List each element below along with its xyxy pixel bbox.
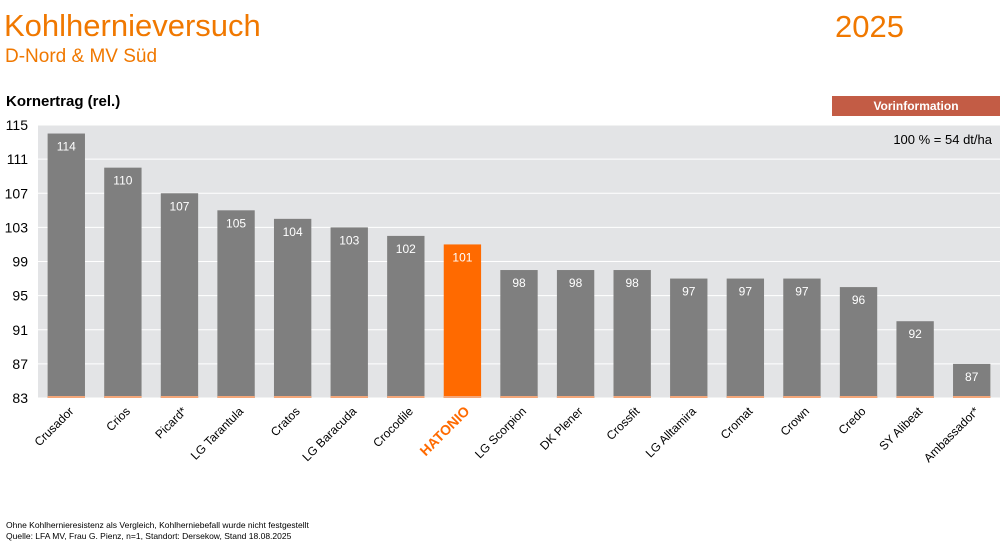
bar-base <box>217 396 255 398</box>
bar-base <box>500 396 538 398</box>
y-tick-label: 103 <box>5 219 29 235</box>
x-tick-label: SY Alibeat <box>876 404 925 453</box>
bar-base <box>670 396 708 398</box>
x-tick-label: Crocodile <box>370 404 416 450</box>
x-tick-label: Ambassador* <box>921 404 982 465</box>
chart-title: Kohlhernieversuch <box>4 8 261 43</box>
bar-base <box>839 396 878 398</box>
bar-base <box>273 396 312 398</box>
x-tick-label: LG Scorpion <box>472 404 529 461</box>
bar <box>896 321 934 398</box>
y-tick-label: 91 <box>12 322 28 338</box>
year-label: 2025 <box>835 9 904 44</box>
bar <box>47 133 85 398</box>
bar-base <box>104 396 142 398</box>
bar <box>160 193 199 398</box>
bar <box>273 218 312 398</box>
x-tick-label: Crusador <box>32 404 77 449</box>
bar <box>670 278 708 398</box>
data-label: 92 <box>908 327 922 341</box>
bar <box>613 270 651 398</box>
y-tick-label: 107 <box>5 185 29 201</box>
data-label: 98 <box>512 276 526 290</box>
bar <box>387 235 425 398</box>
data-label: 97 <box>739 285 753 299</box>
x-tick-label: HATONIO <box>416 403 472 459</box>
preliminary-info-badge: Vorinformation <box>832 96 1000 116</box>
bar <box>556 270 595 398</box>
x-tick-label: Cromat <box>718 404 756 442</box>
x-tick-label: LG Baracuda <box>299 404 359 464</box>
data-label: 101 <box>452 250 472 264</box>
bar <box>330 227 368 398</box>
x-tick-label: Picard* <box>152 404 189 441</box>
data-label: 97 <box>795 285 809 299</box>
bar-base <box>953 396 991 398</box>
bar-base <box>330 396 368 398</box>
bar <box>217 210 255 398</box>
bar-base <box>160 396 199 398</box>
y-axis-label: Kornertrag (rel.) <box>6 93 121 110</box>
bar <box>500 270 538 398</box>
bar <box>726 278 765 398</box>
bar-base <box>896 396 934 398</box>
y-tick-label: 83 <box>12 390 28 406</box>
x-tick-label: Crown <box>778 404 812 438</box>
bar <box>443 244 482 398</box>
bar-base <box>387 396 425 398</box>
x-tick-label: Crossfit <box>604 404 643 443</box>
bar <box>104 167 142 398</box>
data-label: 105 <box>226 216 246 230</box>
x-tick-label: Crios <box>103 404 133 434</box>
data-label: 110 <box>113 174 132 188</box>
y-tick-label: 95 <box>12 288 28 304</box>
data-label: 103 <box>339 233 359 247</box>
x-tick-label: Credo <box>836 404 869 437</box>
data-label: 97 <box>682 285 696 299</box>
y-tick-label: 115 <box>6 117 29 133</box>
y-tick-label: 87 <box>12 356 28 372</box>
footnote-source: Quelle: LFA MV, Frau G. Pienz, n=1, Stan… <box>6 531 292 541</box>
bar-base <box>726 396 765 398</box>
data-label: 96 <box>852 293 866 307</box>
data-label: 102 <box>396 242 416 256</box>
baseline-annotation: 100 % = 54 dt/ha <box>893 132 992 147</box>
bar-base <box>47 396 85 398</box>
data-label: 87 <box>965 370 979 384</box>
data-label: 98 <box>625 276 639 290</box>
x-tick-label: LG Alltamira <box>643 404 699 460</box>
y-tick-label: 99 <box>12 254 28 270</box>
footnotes: Ohne Kohlhernieresistenz als Vergleich, … <box>6 520 309 542</box>
bar <box>953 363 991 398</box>
x-tick-label: DK Plener <box>537 404 586 453</box>
chart-subtitle: D-Nord & MV Süd <box>5 46 158 67</box>
footnote-resistance: Ohne Kohlhernieresistenz als Vergleich, … <box>6 520 309 530</box>
y-tick-label: 111 <box>7 151 28 167</box>
x-tick-label: Cratos <box>268 404 303 439</box>
bar-base <box>443 396 482 398</box>
bar <box>783 278 821 398</box>
bar-base <box>556 396 595 398</box>
bar <box>839 287 878 398</box>
data-label: 107 <box>169 199 189 213</box>
data-label: 114 <box>57 140 76 154</box>
data-label: 104 <box>283 225 303 239</box>
bar-base <box>783 396 821 398</box>
data-label: 98 <box>569 276 583 290</box>
x-tick-label: LG Tarantula <box>188 404 247 463</box>
bar-base <box>613 396 651 398</box>
